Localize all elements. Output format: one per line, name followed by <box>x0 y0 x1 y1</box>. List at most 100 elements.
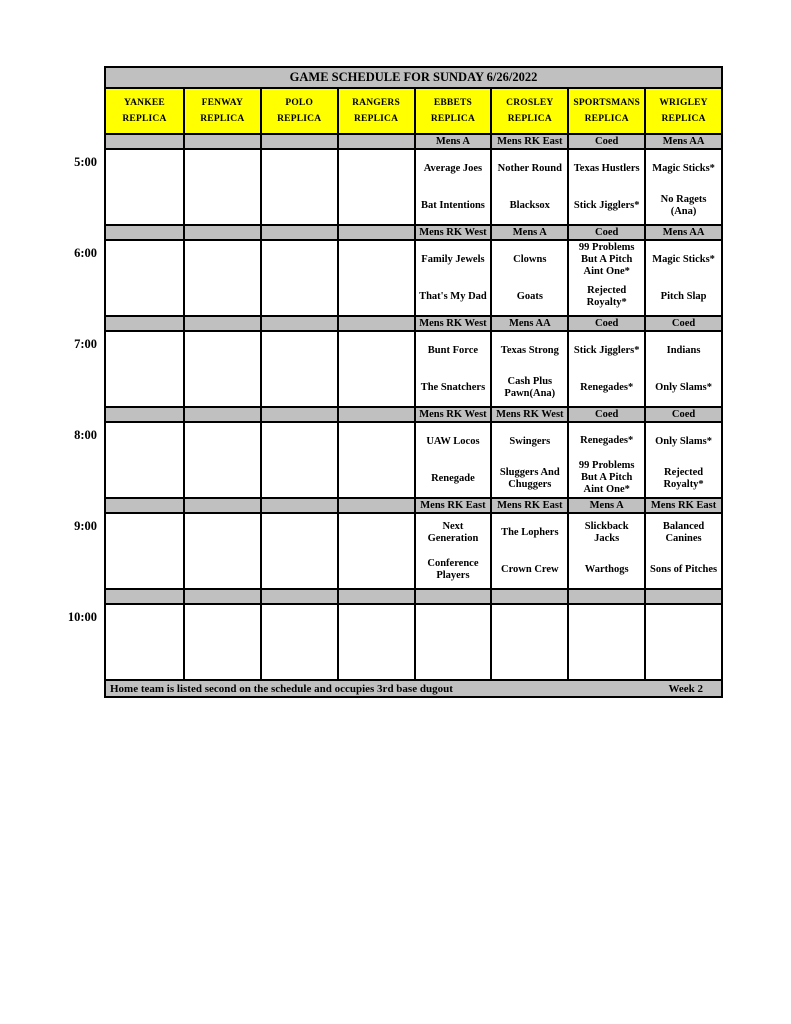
league-row: Mens RK West Mens RK West Coed Coed <box>106 406 721 421</box>
league-cell: Mens A <box>413 135 491 148</box>
league-cell-empty <box>106 226 183 239</box>
team-home: Warthogs <box>584 563 629 575</box>
field-header-yankee: YANKEE REPLICA <box>106 89 183 133</box>
time-label: 10:00 <box>67 610 97 624</box>
team-home: Rejected Royalty* <box>586 285 627 308</box>
time-label: 5:00 <box>74 155 97 169</box>
empty-cell <box>182 332 260 406</box>
league-cell: Mens RK West <box>413 226 491 239</box>
empty-cell <box>336 241 414 315</box>
team-home: Sons of Pitches <box>650 563 718 575</box>
team-home: 99 Problems But A Pitch Aint One* <box>578 460 635 495</box>
field-replica-label: REPLICA <box>584 114 629 125</box>
league-cell-empty <box>644 590 721 603</box>
game-cell: Renegades* 99 Problems But A Pitch Aint O… <box>567 423 644 497</box>
game-row: UAW Locos Renegade Swingers Sluggers And Ch… <box>106 421 721 497</box>
team-home: Bat Intentions <box>420 199 485 211</box>
team-away: Magic Sticks* <box>652 162 715 174</box>
game-cell: Texas Strong Cash Plus Pawn(Ana) <box>490 332 567 406</box>
league-cell: Mens RK West <box>490 408 567 421</box>
field-name: FENWAY <box>201 97 244 108</box>
empty-cell <box>644 605 721 679</box>
team-away: Texas Hustlers <box>573 162 640 174</box>
league-cell: Coed <box>567 408 644 421</box>
team-home: That's My Dad <box>419 290 487 302</box>
team-away: 99 Problems But A Pitch Aint One* <box>578 242 635 277</box>
empty-cell <box>259 150 337 224</box>
league-cell-empty <box>106 317 183 330</box>
game-cell: Stick Jigglers* Renegades* <box>567 332 644 406</box>
game-row: Family Jewels That's My Dad Clowns Goats 99 … <box>106 239 721 315</box>
team-away: Balanced Canines <box>662 520 705 544</box>
league-cell-empty <box>336 135 414 148</box>
field-name: RANGERS <box>352 97 400 108</box>
team-away: Indians <box>666 344 701 356</box>
team-away: Next Generation <box>427 520 479 544</box>
league-cell-empty <box>259 590 337 603</box>
field-replica-label: REPLICA <box>507 114 552 125</box>
empty-cell <box>259 605 337 679</box>
team-home: Rejected Royalty* <box>663 466 704 490</box>
team-home: Only Slams* <box>655 381 712 393</box>
team-away: Magic Sticks* <box>652 253 715 265</box>
league-cell-empty <box>336 408 414 421</box>
game-cell: Only Slams* Rejected Royalty* <box>644 423 721 497</box>
team-home: Goats <box>516 290 543 302</box>
field-replica-label: REPLICA <box>353 114 399 125</box>
empty-cell <box>567 605 644 679</box>
team-away: Renegades* <box>580 435 634 446</box>
league-cell-empty <box>336 590 414 603</box>
empty-cell <box>182 241 260 315</box>
team-home: Renegade <box>431 472 475 484</box>
team-home: No Ragets (Ana) <box>660 193 707 217</box>
team-home: Stick Jigglers* <box>573 199 640 211</box>
field-header-polo: POLO REPLICA <box>259 89 337 133</box>
team-home: Blacksox <box>509 199 550 211</box>
field-header-crosley: CROSLEY REPLICA <box>490 89 568 133</box>
game-cell: Texas Hustlers Stick Jigglers* <box>567 150 644 224</box>
footer-note: Home team is listed second on the schedu… <box>110 682 453 695</box>
time-label: 8:00 <box>74 428 97 442</box>
footer-row: Home team is listed second on the schedu… <box>106 679 721 696</box>
empty-cell <box>182 150 260 224</box>
empty-cell <box>106 605 183 679</box>
league-cell-empty <box>413 590 491 603</box>
team-home: Renegades* <box>580 381 634 393</box>
game-cell: Next Generation Conference Players <box>413 514 491 588</box>
team-away: The Lophers <box>501 526 559 538</box>
empty-cell <box>182 605 260 679</box>
empty-cell <box>259 514 337 588</box>
league-cell-empty <box>182 135 260 148</box>
league-row: Mens RK West Mens AA Coed Coed <box>106 315 721 330</box>
league-cell: Mens RK West <box>413 408 491 421</box>
league-cell-empty <box>182 226 260 239</box>
empty-cell <box>259 332 337 406</box>
team-away: Only Slams* <box>655 435 712 447</box>
field-replica-label: REPLICA <box>430 114 476 125</box>
league-cell: Mens AA <box>490 317 567 330</box>
league-cell: Coed <box>567 226 644 239</box>
game-cell: Family Jewels That's My Dad <box>413 241 491 315</box>
game-cell: Indians Only Slams* <box>644 332 721 406</box>
empty-cell <box>106 332 183 406</box>
team-away: Texas Strong <box>500 344 559 356</box>
league-cell-empty <box>259 499 337 512</box>
league-cell-empty <box>106 499 183 512</box>
game-cell: Swingers Sluggers And Chuggers <box>490 423 567 497</box>
league-cell: Mens RK East <box>490 135 567 148</box>
league-cell-empty <box>106 135 183 148</box>
league-row: Mens RK West Mens A Coed Mens AA <box>106 224 721 239</box>
empty-cell <box>336 514 414 588</box>
league-cell: Coed <box>644 408 721 421</box>
field-replica-label: REPLICA <box>122 114 167 125</box>
field-header-wrigley: WRIGLEY REPLICA <box>644 89 721 133</box>
game-cell: Nother Round Blacksox <box>490 150 567 224</box>
field-header-sportsmans: SPORTSMANS REPLICA <box>567 89 645 133</box>
empty-cell <box>336 332 414 406</box>
league-cell-empty <box>182 499 260 512</box>
empty-cell <box>336 150 414 224</box>
game-cell: Magic Sticks* No Ragets (Ana) <box>644 150 721 224</box>
empty-cell <box>413 605 491 679</box>
league-cell: Mens A <box>490 226 567 239</box>
